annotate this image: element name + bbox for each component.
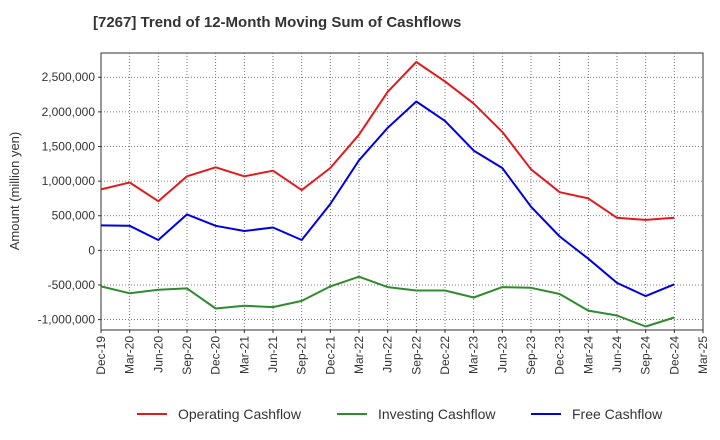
free-cashflow-legend-label: Free Cashflow	[572, 406, 663, 422]
series-layer	[100, 61, 675, 328]
x-tick-label: Sep-21	[295, 336, 309, 375]
y-axis-tick-labels: -1,000,000 -500,000 0 500,000 1,000,000 1,500…	[38, 70, 101, 327]
x-tick-label: Jun-21	[266, 336, 280, 373]
y-tick-label: 2,500,000	[42, 70, 96, 84]
y-axis-title: Amount (million yen)	[7, 132, 22, 251]
x-tick-label: Sep-23	[524, 336, 538, 375]
x-tick-label: Jun-20	[151, 336, 165, 373]
y-tick-label: 1,000,000	[42, 174, 96, 188]
x-tick-label: Mar-25	[696, 336, 710, 374]
free-cashflow-line	[100, 100, 675, 298]
chart-title: [7267] Trend of 12-Month Moving Sum of C…	[93, 14, 462, 31]
plot-area	[100, 52, 704, 331]
x-tick-label: Jun-22	[381, 336, 395, 373]
x-tick-label: Dec-19	[94, 336, 108, 375]
y-tick-label: 0	[88, 243, 95, 257]
x-tick-label: Sep-22	[409, 336, 423, 375]
x-tick-label: Dec-22	[438, 336, 452, 375]
x-tick-label: Mar-22	[352, 336, 366, 374]
x-tick-label: Jun-23	[495, 336, 509, 373]
x-tick-label: Dec-21	[323, 336, 337, 375]
x-tick-label: Jun-24	[610, 336, 624, 373]
x-tick-label: Dec-23	[553, 336, 567, 375]
x-tick-label: Mar-21	[237, 336, 251, 374]
plot-frame	[100, 52, 704, 331]
investing-cashflow-line	[100, 275, 675, 328]
x-tick-label: Sep-24	[639, 336, 653, 375]
x-tick-label: Mar-24	[581, 336, 595, 374]
x-tick-label: Dec-24	[667, 336, 681, 375]
operating-cashflow-line	[100, 61, 675, 221]
investing-cashflow-legend-label: Investing Cashflow	[378, 406, 496, 422]
y-tick-label: 1,500,000	[42, 139, 96, 153]
x-tick-label: Mar-20	[123, 336, 137, 374]
x-axis-tick-labels: Dec-19 Mar-20 Jun-20 Sep-20 Dec-20 Mar-21 Jun-…	[94, 330, 710, 375]
y-tick-label: -1,000,000	[38, 313, 96, 327]
legend: Operating Cashflow Investing Cashflow Free…	[137, 406, 663, 422]
x-tick-label: Sep-20	[180, 336, 194, 375]
operating-cashflow-legend-label: Operating Cashflow	[178, 406, 302, 422]
x-tick-label: Dec-20	[209, 336, 223, 375]
y-tick-label: 2,000,000	[42, 105, 96, 119]
y-tick-label: -500,000	[48, 278, 96, 292]
x-tick-label: Mar-23	[467, 336, 481, 374]
y-tick-label: 500,000	[52, 209, 96, 223]
